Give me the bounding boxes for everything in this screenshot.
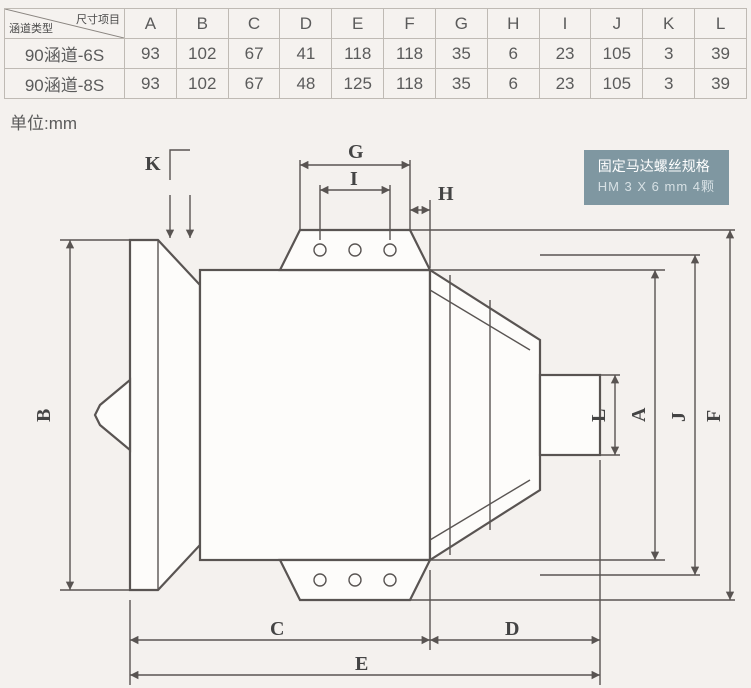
cell: 93 — [125, 69, 177, 99]
col-K: K — [643, 9, 695, 39]
col-I: I — [539, 9, 591, 39]
col-E: E — [332, 9, 384, 39]
table-row: 90涵道-6S 93 102 67 41 118 118 35 6 23 105… — [5, 39, 747, 69]
row1-label: 90涵道-8S — [5, 69, 125, 99]
dim-A: A — [628, 407, 650, 422]
dim-C: C — [270, 618, 284, 640]
cell: 39 — [695, 69, 747, 99]
dim-J: J — [668, 412, 690, 422]
cell: 118 — [384, 39, 436, 69]
cell: 23 — [539, 39, 591, 69]
cell: 23 — [539, 69, 591, 99]
dim-I: I — [350, 168, 358, 190]
col-L: L — [695, 9, 747, 39]
col-J: J — [591, 9, 643, 39]
cell: 48 — [280, 69, 332, 99]
dim-D: D — [505, 618, 519, 640]
dim-K: K — [145, 153, 161, 175]
dim-G: G — [348, 141, 364, 163]
cell: 102 — [176, 39, 228, 69]
cell: 35 — [435, 69, 487, 99]
col-A: A — [125, 9, 177, 39]
cell: 3 — [643, 39, 695, 69]
table-header-row: 尺寸项目 涵道类型 A B C D E F G H I J K L — [5, 9, 747, 39]
spec-table: 尺寸项目 涵道类型 A B C D E F G H I J K L 90涵道-6… — [4, 8, 747, 99]
cell: 67 — [228, 69, 280, 99]
cell: 118 — [384, 69, 436, 99]
dim-H: H — [438, 183, 454, 205]
table-row: 90涵道-8S 93 102 67 48 125 118 35 6 23 105… — [5, 69, 747, 99]
cell: 35 — [435, 39, 487, 69]
header-top: 尺寸项目 — [76, 11, 120, 27]
cell: 93 — [125, 39, 177, 69]
spec-table-wrap: 尺寸项目 涵道类型 A B C D E F G H I J K L 90涵道-6… — [0, 0, 751, 99]
header-bottom: 涵道类型 — [9, 20, 53, 36]
cell: 41 — [280, 39, 332, 69]
col-H: H — [487, 9, 539, 39]
col-F: F — [384, 9, 436, 39]
cell: 102 — [176, 69, 228, 99]
cell: 105 — [591, 69, 643, 99]
fan-diagram: B K G I H L A J F C D E — [0, 140, 751, 688]
dim-F: F — [703, 410, 725, 422]
dim-L: L — [588, 409, 610, 422]
diag-header: 尺寸项目 涵道类型 — [5, 9, 125, 39]
row0-label: 90涵道-6S — [5, 39, 125, 69]
cell: 125 — [332, 69, 384, 99]
cell: 6 — [487, 39, 539, 69]
col-D: D — [280, 9, 332, 39]
cell: 118 — [332, 39, 384, 69]
cell: 3 — [643, 69, 695, 99]
cell: 6 — [487, 69, 539, 99]
cell: 39 — [695, 39, 747, 69]
col-G: G — [435, 9, 487, 39]
dim-E: E — [355, 653, 368, 675]
cell: 67 — [228, 39, 280, 69]
dim-B: B — [33, 409, 55, 422]
cell: 105 — [591, 39, 643, 69]
col-C: C — [228, 9, 280, 39]
unit-label: 单位:mm — [0, 99, 751, 134]
col-B: B — [176, 9, 228, 39]
fan-body — [95, 230, 600, 600]
